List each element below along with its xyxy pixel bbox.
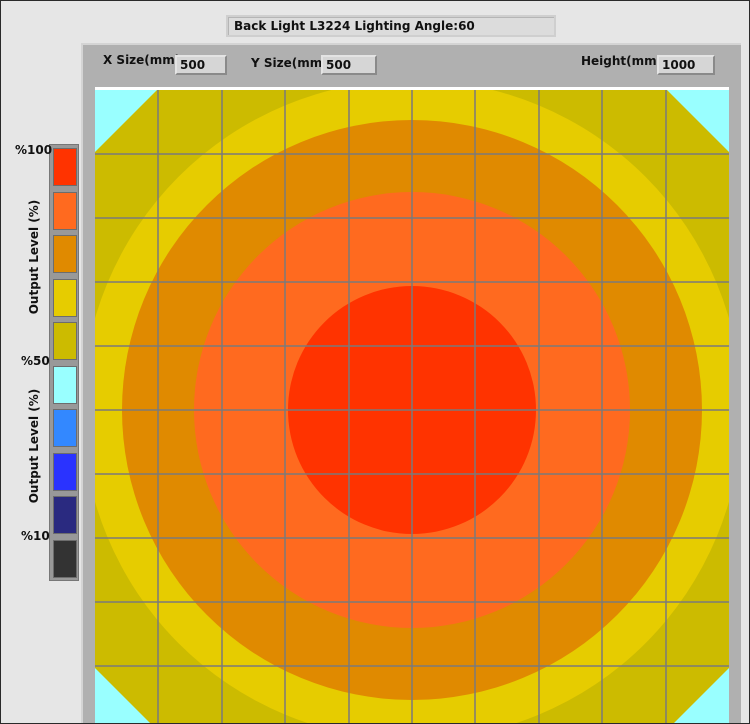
legend-swatch xyxy=(53,366,77,404)
plot-title: Back Light L3224 Lighting Angle:60 xyxy=(226,15,556,37)
y-size-label: Y Size(mm) xyxy=(251,56,328,70)
intensity-map-svg xyxy=(95,90,729,723)
height-field[interactable]: 1000 xyxy=(657,55,715,75)
legend-label-100: %100 xyxy=(15,143,53,157)
legend-swatch xyxy=(53,279,77,317)
intensity-map xyxy=(95,87,729,723)
x-size-field[interactable]: 500 xyxy=(175,55,227,75)
legend-axis-label-upper: Output Level (%) xyxy=(27,199,41,315)
legend-swatch xyxy=(53,453,77,491)
legend-swatch xyxy=(53,322,77,360)
legend-label-10: %10 xyxy=(21,529,50,543)
legend-swatch xyxy=(53,409,77,447)
legend-swatch xyxy=(53,540,77,578)
legend-label-50: %50 xyxy=(21,354,50,368)
x-size-label: X Size(mm) xyxy=(103,53,181,67)
color-legend xyxy=(49,144,79,581)
y-size-field[interactable]: 500 xyxy=(321,55,377,75)
legend-swatch xyxy=(53,235,77,273)
legend-swatch xyxy=(53,148,77,186)
height-label: Height(mm) xyxy=(581,54,663,68)
legend-swatch xyxy=(53,496,77,534)
legend-swatch xyxy=(53,192,77,230)
legend-axis-label-lower: Output Level (%) xyxy=(27,388,41,504)
grid-lines xyxy=(95,90,729,723)
